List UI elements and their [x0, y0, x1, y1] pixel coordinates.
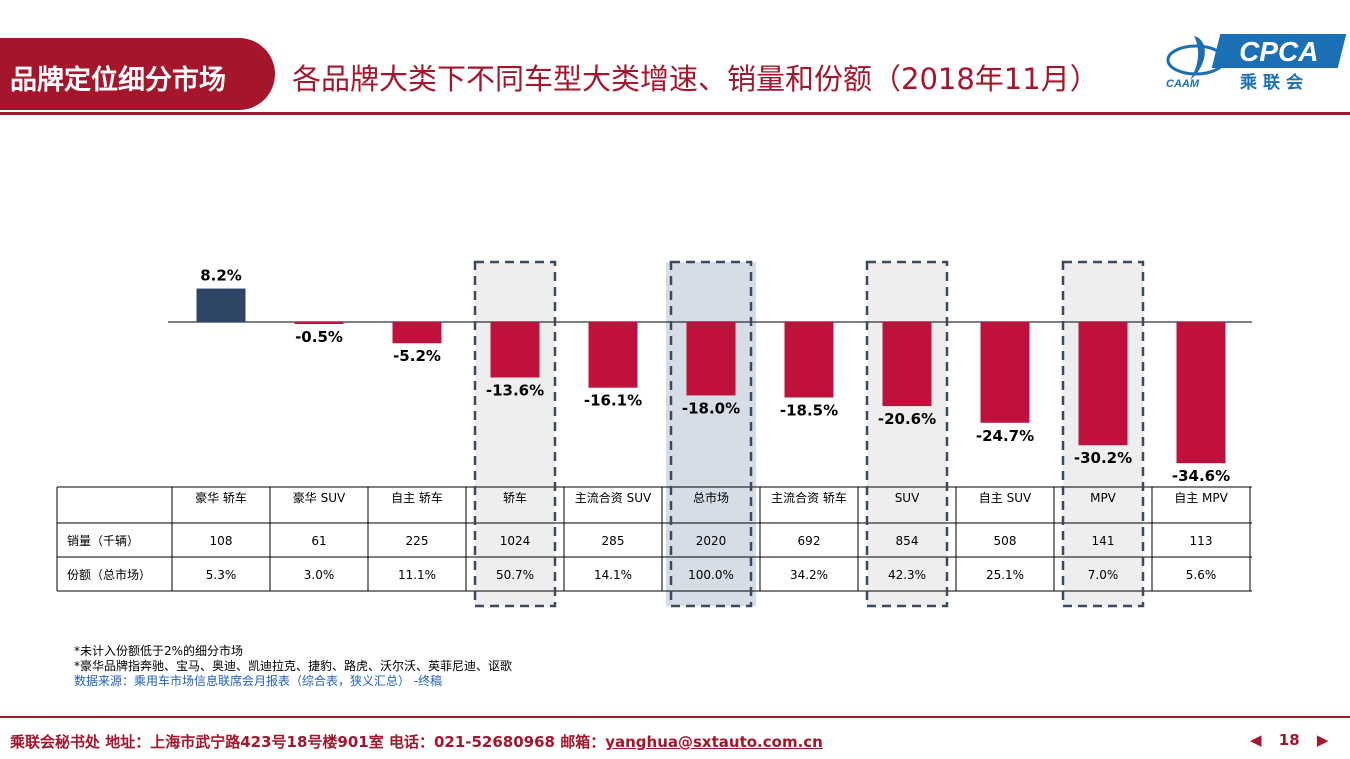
growth-chart: 8.2% -0.5% -5.2% -13.6% -16.1% -18.0% -18.5% -2… [56, 260, 1252, 608]
table-cell-1-4: 14.1% [594, 568, 632, 582]
data-source-note: 数据来源：乘用车市场信息联席会月报表（综合表，狭义汇总） -终稿 [74, 674, 443, 688]
category-label-1: 豪华 SUV [293, 490, 346, 505]
data-label-5: -18.0% [682, 399, 740, 417]
bar-9 [1078, 322, 1128, 446]
bar-1 [294, 322, 344, 325]
page-number: 18 [1278, 731, 1300, 749]
dashed-box-7 [865, 260, 949, 608]
row-header-1: 份额（总市场） [67, 567, 151, 582]
bar-3 [490, 322, 540, 378]
next-page-icon[interactable]: ▶ [1316, 731, 1329, 749]
table-cell-0-10: 113 [1190, 534, 1213, 548]
data-label-6: -18.5% [780, 401, 838, 419]
chart-notes: *未计入份额低于2%的细分市场 *豪华品牌指奔驰、宝马、奥迪、凯迪拉克、捷豹、路… [74, 644, 512, 689]
table-cell-1-7: 42.3% [888, 568, 926, 582]
category-label-10: 自主 MPV [1174, 491, 1228, 505]
data-label-9: -30.2% [1074, 449, 1132, 467]
dashed-box-5 [669, 260, 753, 608]
table-cell-0-6: 692 [798, 534, 821, 548]
table-cell-0-9: 141 [1092, 534, 1115, 548]
category-label-9: MPV [1090, 491, 1117, 505]
data-label-0: 8.2% [200, 267, 242, 285]
table-cell-1-9: 7.0% [1088, 568, 1119, 582]
category-label-4: 主流合资 SUV [575, 490, 652, 505]
bar-5 [686, 322, 736, 396]
bar-2 [392, 322, 442, 344]
highlight-column-5 [666, 262, 756, 606]
category-label-7: SUV [895, 491, 920, 505]
data-label-2: -5.2% [393, 347, 441, 365]
category-label-0: 豪华 轿车 [195, 490, 247, 505]
footer-divider [0, 716, 1350, 718]
data-label-10: -34.6% [1172, 467, 1230, 485]
category-label-2: 自主 轿车 [391, 490, 443, 505]
category-label-5: 总市场 [693, 490, 729, 505]
table-cell-0-1: 61 [311, 534, 326, 548]
table-cell-0-4: 285 [602, 534, 625, 548]
section-tag: 品牌定位细分市场 [0, 38, 275, 110]
table-cell-1-8: 25.1% [986, 568, 1024, 582]
table-cell-1-6: 34.2% [790, 568, 828, 582]
bar-8 [980, 322, 1030, 423]
data-label-7: -20.6% [878, 410, 936, 428]
bar-4 [588, 322, 638, 388]
boxed-column-7 [867, 262, 947, 606]
data-label-8: -24.7% [976, 427, 1034, 445]
note-line-1: *未计入份额低于2%的细分市场 [74, 644, 244, 658]
data-label-4: -16.1% [584, 392, 642, 410]
bar-0 [196, 288, 246, 322]
bar-10 [1176, 322, 1226, 464]
header-divider [0, 112, 1350, 115]
table-cell-1-2: 11.1% [398, 568, 436, 582]
table-cell-0-7: 854 [896, 534, 919, 548]
table-cell-1-0: 5.3% [206, 568, 237, 582]
table-cell-0-0: 108 [210, 534, 233, 548]
bar-6 [784, 322, 834, 398]
logo-cn-text: 乘联会 [1240, 73, 1309, 93]
table-cell-0-5: 2020 [696, 534, 727, 548]
table-cell-0-8: 508 [994, 534, 1017, 548]
page-title: 各品牌大类下不同车型大类增速、销量和份额（2018年11月） [292, 62, 1099, 96]
table-cell-0-2: 225 [406, 534, 429, 548]
table-cell-1-3: 50.7% [496, 568, 534, 582]
footer-email-link[interactable]: yanghua@sxtauto.com.cn [605, 733, 823, 751]
dashed-box-3 [473, 260, 557, 608]
row-header-0: 销量（千辆） [67, 534, 139, 548]
table-cell-0-3: 1024 [500, 534, 531, 548]
logo-caam-text: CAAM [1166, 78, 1199, 90]
data-label-1: -0.5% [295, 328, 343, 346]
prev-page-icon[interactable]: ◀ [1250, 731, 1262, 749]
section-tag-label: 品牌定位细分市场 [10, 65, 226, 96]
boxed-column-3 [475, 262, 555, 606]
category-label-8: 自主 SUV [979, 491, 1032, 505]
category-label-6: 主流合资 轿车 [771, 490, 847, 505]
table-cell-1-5: 100.0% [688, 568, 734, 582]
note-line-2: *豪华品牌指奔驰、宝马、奥迪、凯迪拉克、捷豹、路虎、沃尔沃、英菲尼迪、讴歌 [74, 659, 513, 673]
page-navigator: ◀ 18 ▶ [1244, 731, 1334, 749]
bar-7 [882, 322, 932, 407]
footer-contact: 乘联会秘书处 地址：上海市武宁路423号18号楼901室 电话：021-5268… [10, 733, 606, 751]
data-label-3: -13.6% [486, 381, 544, 399]
table-cell-1-1: 3.0% [304, 568, 335, 582]
emblem-swoosh [1190, 36, 1205, 80]
table-cell-1-10: 5.6% [1186, 568, 1217, 582]
footer-info: 乘联会秘书处 地址：上海市武宁路423号18号楼901室 电话：021-5268… [10, 731, 823, 752]
category-label-3: 轿车 [503, 490, 527, 505]
dashed-box-9 [1061, 260, 1145, 608]
